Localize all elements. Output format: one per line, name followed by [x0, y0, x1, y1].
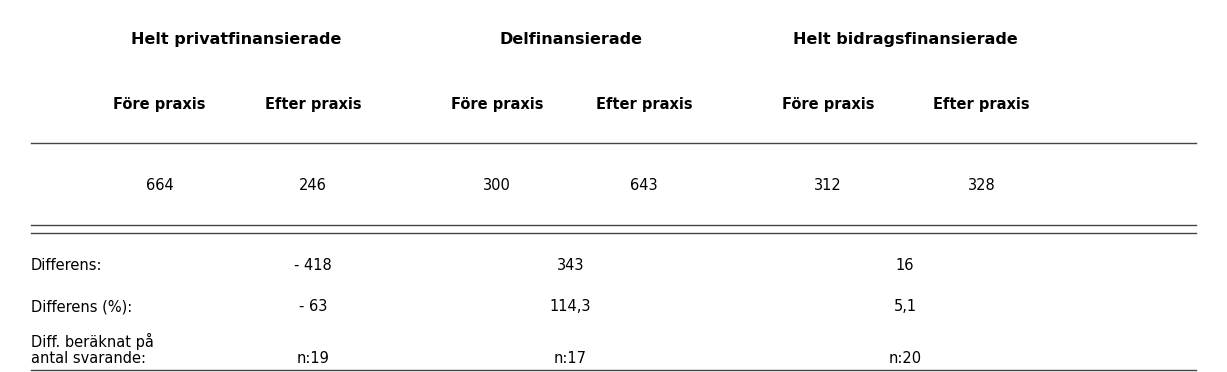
- Text: n:17: n:17: [555, 352, 587, 366]
- Text: 5,1: 5,1: [893, 299, 917, 314]
- Text: 114,3: 114,3: [550, 299, 591, 314]
- Text: 246: 246: [299, 179, 326, 193]
- Text: - 418: - 418: [294, 259, 331, 273]
- Text: Efter praxis: Efter praxis: [596, 97, 692, 112]
- Text: n:19: n:19: [297, 352, 329, 366]
- Text: 643: 643: [631, 179, 658, 193]
- Text: - 63: - 63: [298, 299, 328, 314]
- Text: Differens:: Differens:: [31, 259, 102, 273]
- Text: Delfinansierade: Delfinansierade: [499, 32, 642, 46]
- Text: 328: 328: [968, 179, 995, 193]
- Text: Helt bidragsfinansierade: Helt bidragsfinansierade: [793, 32, 1017, 46]
- Text: Före praxis: Före praxis: [782, 97, 875, 112]
- Text: antal svarande:: antal svarande:: [31, 352, 146, 366]
- Text: 312: 312: [815, 179, 842, 193]
- Text: Helt privatfinansierade: Helt privatfinansierade: [131, 32, 341, 46]
- Text: 664: 664: [146, 179, 173, 193]
- Text: Differens (%):: Differens (%):: [31, 299, 133, 314]
- Text: Före praxis: Före praxis: [450, 97, 544, 112]
- Text: n:20: n:20: [888, 352, 921, 366]
- Text: Efter praxis: Efter praxis: [265, 97, 361, 112]
- Text: 300: 300: [483, 179, 510, 193]
- Text: Diff. beräknat på: Diff. beräknat på: [31, 333, 153, 350]
- Text: Före praxis: Före praxis: [113, 97, 206, 112]
- Text: 16: 16: [896, 259, 914, 273]
- Text: 343: 343: [557, 259, 584, 273]
- Text: Efter praxis: Efter praxis: [934, 97, 1029, 112]
